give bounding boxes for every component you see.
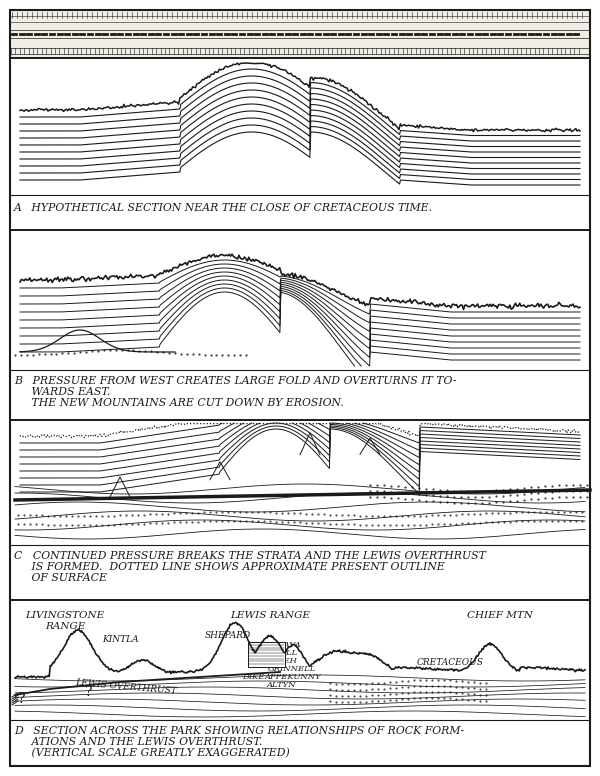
Text: ?: ? [85,685,92,699]
Text: LEWIS RANGE: LEWIS RANGE [230,611,310,620]
Text: (VERTICAL SCALE GREATLY EXAGGERATED): (VERTICAL SCALE GREATLY EXAGGERATED) [14,748,290,758]
Text: LAVA: LAVA [278,641,301,649]
Text: LEWIS OVERTHRUST: LEWIS OVERTHRUST [75,678,177,696]
Text: CRETACEOUS: CRETACEOUS [416,658,484,667]
Text: GRINNELL: GRINNELL [268,665,316,673]
Text: C   CONTINUED PRESSURE BREAKS THE STRATA AND THE LEWIS OVERTHRUST: C CONTINUED PRESSURE BREAKS THE STRATA A… [14,551,486,561]
Text: SHEPARD: SHEPARD [205,631,251,640]
Text: KINTLA: KINTLA [101,635,139,644]
Text: A   HYPOTHETICAL SECTION NEAR THE CLOSE OF CRETACEOUS TIME.: A HYPOTHETICAL SECTION NEAR THE CLOSE OF… [14,203,433,213]
Text: RANGE: RANGE [45,622,85,631]
Text: ALTYN: ALTYN [267,681,296,689]
Text: THE NEW MOUNTAINS ARE CUT DOWN BY EROSION.: THE NEW MOUNTAINS ARE CUT DOWN BY EROSIO… [14,398,344,408]
Text: D   SECTION ACROSS THE PARK SHOWING RELATIONSHIPS OF ROCK FORM-: D SECTION ACROSS THE PARK SHOWING RELATI… [14,726,464,736]
Text: ?: ? [18,692,25,706]
Text: WARDS EAST.: WARDS EAST. [14,387,110,397]
Text: IS FORMED.  DOTTED LINE SHOWS APPROXIMATE PRESENT OUTLINE: IS FORMED. DOTTED LINE SHOWS APPROXIMATE… [14,562,445,572]
Text: APPEKUNNY: APPEKUNNY [265,673,322,681]
Text: DIKE: DIKE [242,673,265,681]
Text: LIVINGSTONE: LIVINGSTONE [25,611,104,620]
Text: CHIEF MTN: CHIEF MTN [467,611,533,620]
Text: ATIONS AND THE LEWIS OVERTHRUST.: ATIONS AND THE LEWIS OVERTHRUST. [14,737,262,747]
Text: OF SURFACE: OF SURFACE [14,573,107,583]
Text: SIYEH: SIYEH [270,657,298,665]
Text: B   PRESSURE FROM WEST CREATES LARGE FOLD AND OVERTURNS IT TO-: B PRESSURE FROM WEST CREATES LARGE FOLD … [14,376,457,386]
Polygon shape [248,642,285,667]
Text: SILL: SILL [278,649,298,657]
